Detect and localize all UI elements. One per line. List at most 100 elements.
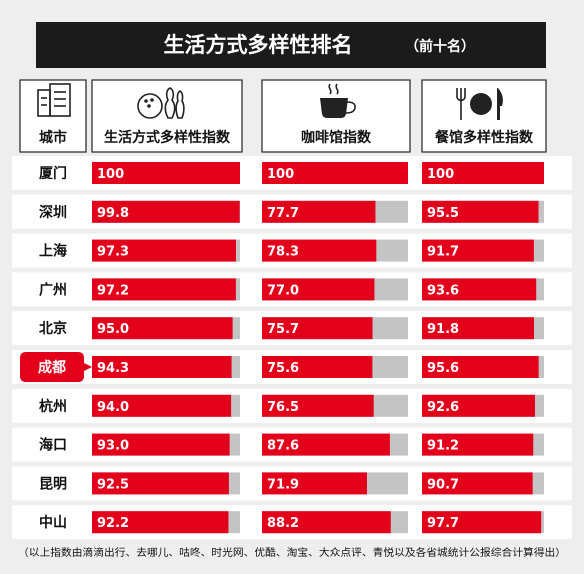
table-row: 上海 97.3 78.3 91.7: [20, 237, 544, 264]
category-label: 昆明: [39, 476, 67, 492]
coffee-cup-icon: [320, 83, 356, 118]
bar: [262, 317, 373, 340]
category-label: 上海: [39, 243, 67, 260]
bar: [262, 162, 408, 184]
bar: [422, 511, 542, 534]
data-label: 91.7: [427, 245, 459, 260]
bar: [92, 356, 232, 378]
table-row: 深圳 99.8 77.7 95.5: [20, 198, 544, 225]
city-box: [20, 276, 86, 303]
building-icon: [37, 83, 71, 117]
table-row: 广州 97.2 77.0 93.6: [20, 276, 544, 303]
header-label-coffee: 咖啡馆指数: [301, 129, 372, 146]
chart-title: 生活方式多样性排名: [164, 33, 353, 57]
data-label: 77.0: [267, 283, 299, 298]
bar: [262, 433, 390, 456]
city-box: [20, 392, 86, 419]
fork-plate-knife-icon: [456, 88, 503, 120]
table-row: 成都 94.3 75.6 95.6: [20, 352, 544, 382]
table-row: 厦门 100 100 100: [20, 160, 544, 186]
data-label: 90.7: [427, 477, 459, 492]
bar: [92, 433, 230, 456]
data-label: 94.3: [97, 361, 129, 376]
city-box: [20, 509, 86, 536]
data-label: 100: [267, 167, 294, 182]
bar: [262, 278, 375, 301]
bar: [92, 278, 236, 301]
bar: [422, 433, 534, 456]
bar: [262, 511, 391, 534]
category-label: 杭州: [39, 398, 67, 415]
footnote: （以上指数由滴滴出行、去哪儿、咕咚、时光网、优酷、淘宝、大众点评、青悦以及各省城…: [18, 546, 566, 559]
data-label: 92.5: [97, 477, 129, 492]
bar: [92, 317, 233, 340]
bar: [422, 317, 534, 340]
bar: [92, 239, 237, 262]
bar: [92, 394, 232, 417]
bowling-icon: [137, 87, 185, 119]
category-label: 厦门: [39, 165, 67, 182]
table-row: 北京 95.0 75.7 91.8: [20, 315, 544, 342]
header-label-restaurant: 餐馆多样性指数: [434, 129, 534, 146]
data-label: 71.9: [267, 477, 299, 492]
bar: [262, 394, 374, 417]
bar: [262, 239, 377, 262]
city-box: [20, 237, 86, 264]
bar: [422, 472, 533, 495]
header-label-lifestyle: 生活方式多样性指数: [104, 129, 231, 146]
highlight-city-marker: [20, 352, 92, 382]
data-label: 100: [427, 167, 454, 182]
data-label: 91.2: [427, 439, 459, 454]
city-box: [20, 315, 86, 342]
category-label: 成都: [38, 359, 66, 376]
bar: [422, 394, 535, 417]
table-row: 杭州 94.0 76.5 92.6: [20, 392, 544, 419]
bar: [422, 162, 544, 184]
chart-title-suffix: （前十名）: [405, 38, 475, 55]
data-label: 75.7: [267, 322, 299, 337]
bar: [92, 472, 229, 495]
data-label: 87.6: [267, 439, 299, 454]
data-label: 95.6: [427, 361, 459, 376]
data-label: 93.6: [427, 283, 459, 298]
data-label: 76.5: [267, 400, 299, 415]
data-label: 78.3: [267, 245, 299, 260]
bar: [262, 200, 376, 223]
data-label: 99.8: [97, 206, 129, 221]
bar: [422, 200, 539, 223]
table-row: 海口 93.0 87.6 91.2: [20, 431, 544, 458]
title-banner: 生活方式多样性排名 （前十名）: [36, 22, 546, 68]
data-label: 91.8: [427, 322, 459, 337]
bar: [422, 356, 539, 378]
category-label: 广州: [39, 281, 67, 298]
data-rows: 厦门 100 100 100 深圳 99.8 77.7 95.5 上海 97.3 78.3 91.7 广…: [20, 160, 544, 536]
city-box: [20, 160, 86, 186]
table-row: 昆明 92.5 71.9 90.7: [20, 470, 544, 497]
data-label: 75.6: [267, 361, 299, 376]
data-label: 97.3: [97, 245, 129, 260]
bar: [262, 472, 367, 495]
data-label: 95.0: [97, 322, 129, 337]
category-label: 中山: [39, 514, 67, 531]
table-row: 中山 92.2 88.2 97.7: [20, 509, 544, 536]
column-headers: 城市 生活方式多样性指数 咖啡馆指数 餐馆多样性指数: [19, 79, 547, 153]
data-label: 92.6: [427, 400, 459, 415]
data-label: 94.0: [97, 400, 129, 415]
category-label: 海口: [39, 437, 67, 454]
data-label: 95.5: [427, 206, 459, 221]
bar: [262, 356, 373, 378]
data-label: 77.7: [267, 206, 299, 221]
data-label: 97.7: [427, 516, 459, 531]
bar: [92, 511, 229, 534]
city-box: [20, 470, 86, 497]
data-label: 93.0: [97, 439, 129, 454]
bar: [422, 278, 537, 301]
category-label: 北京: [39, 320, 67, 337]
data-label: 97.2: [97, 283, 129, 298]
city-box: [20, 431, 86, 458]
header-label-city: 城市: [39, 129, 67, 146]
bar: [422, 239, 534, 262]
bar: [92, 200, 240, 223]
data-label: 100: [97, 167, 124, 182]
